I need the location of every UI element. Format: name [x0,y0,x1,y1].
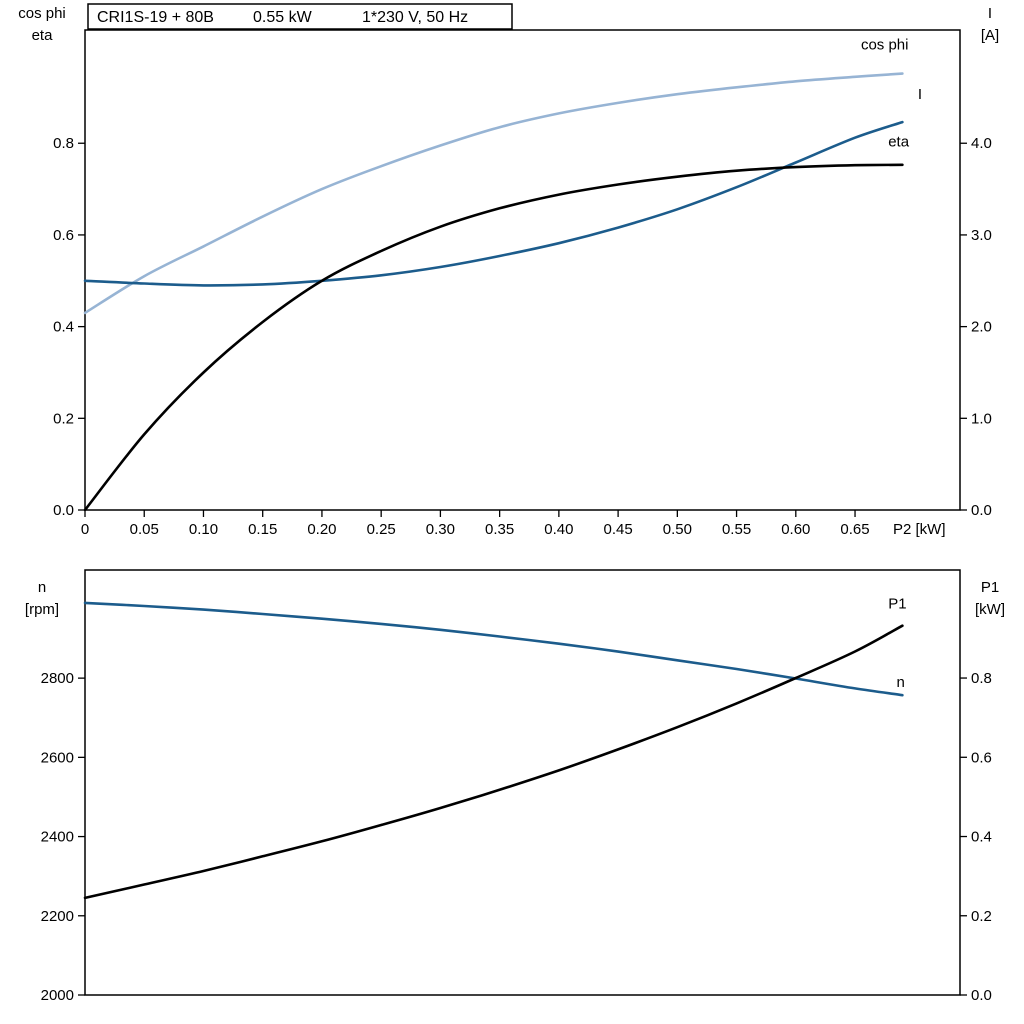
right-axis-title: P1 [981,579,999,596]
x-axis-tick-label: 0.15 [248,521,277,538]
right-axis-tick-label: 0.8 [971,670,992,687]
left-axis-tick-label: 0.6 [53,227,74,244]
left-axis-tick-label: 0.8 [53,135,74,152]
left-axis-tick-label: 2000 [41,987,74,1004]
x-axis-tick-label: 0.40 [544,521,573,538]
left-axis-title: [rpm] [25,601,59,618]
x-axis-title: P2 [kW] [893,521,946,538]
curve-label-i: I [918,86,922,103]
right-axis-title: [A] [981,27,999,44]
right-axis-tick-label: 0.0 [971,502,992,519]
chart-2: 2000 2200 2400 2600 2800 0.0 0.2 0.4 0.6 0.8 n [rpm… [25,569,1005,1004]
left-axis-title: eta [32,27,54,44]
curve-i [83,120,904,287]
left-axis-tick-label: 2200 [41,908,74,925]
x-axis-tick-label: 0.65 [840,521,869,538]
right-axis-tick-label: 1.0 [971,410,992,427]
x-axis-tick-label: 0.10 [189,521,218,538]
left-axis-tick-label: 0.2 [53,410,74,427]
chart-title-segment: 1*230 V, 50 Hz [362,9,468,26]
curve-n [83,601,904,697]
chart-title-segment: 0.55 kW [253,9,313,26]
right-axis-tick-label: 0.6 [971,749,992,766]
left-axis-title: cos phi [18,5,66,22]
right-axis-tick-label: 0.2 [971,908,992,925]
left-axis-tick-label: 0.0 [53,502,74,519]
left-axis-tick-label: 2400 [41,829,74,846]
x-axis-tick-label: 0.60 [781,521,810,538]
curve-label-cos-phi: cos phi [861,36,909,53]
x-axis-tick-label: 0.05 [130,521,159,538]
chart-1: 0.0 0.2 0.4 0.6 0.8 0.0 1.0 2.0 3.0 4.0 0 0.05 0.10 0… [18,3,999,538]
x-axis-tick-label: 0.35 [485,521,514,538]
right-axis-tick-label: 0.4 [971,829,992,846]
x-axis-tick-label: 0.30 [426,521,455,538]
chart-title-segment: CRI1S-19 + 80B [97,9,214,26]
x-axis-tick-label: 0.45 [604,521,633,538]
x-axis-tick-label: 0 [81,521,89,538]
curve-label-n: n [897,674,905,691]
curve-cos-phi [83,72,904,315]
plot-frame [84,29,961,511]
left-axis-tick-label: 2800 [41,670,74,687]
curve-p1 [83,624,904,900]
x-axis-tick-label: 0.50 [663,521,692,538]
title-box [87,3,513,30]
right-axis-tick-label: 2.0 [971,319,992,336]
right-axis-title: I [988,5,992,22]
right-axis-title: [kW] [975,601,1005,618]
left-axis-tick-label: 2600 [41,749,74,766]
right-axis-tick-label: 3.0 [971,227,992,244]
curve-label-eta: eta [888,133,910,150]
curve-label-p1: P1 [888,596,906,613]
right-axis-tick-label: 4.0 [971,135,992,152]
left-axis-title: n [38,579,46,596]
curve-eta [83,163,904,512]
left-axis-tick-label: 0.4 [53,319,74,336]
x-axis-tick-label: 0.25 [367,521,396,538]
x-axis-tick-label: 0.20 [307,521,336,538]
plot-frame [84,569,961,996]
right-axis-tick-label: 0.0 [971,987,992,1004]
x-axis-tick-label: 0.55 [722,521,751,538]
